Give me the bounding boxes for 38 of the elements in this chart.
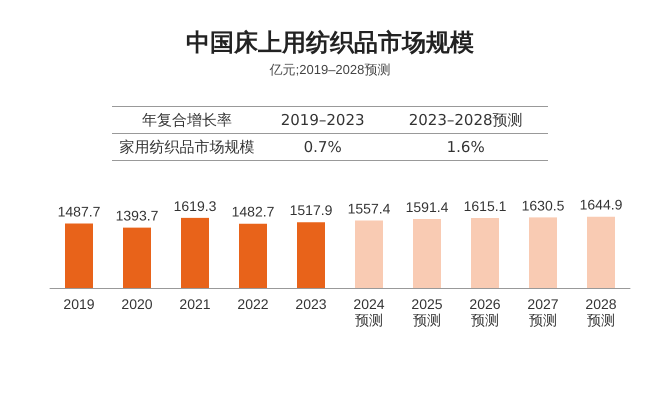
- data-label: 1487.7: [58, 204, 101, 220]
- bar: [239, 224, 267, 288]
- x-tick-label: 2028 预测: [585, 296, 617, 328]
- data-label: 1517.9: [290, 202, 333, 218]
- data-label: 1557.4: [348, 200, 391, 217]
- data-label: 1630.5: [522, 197, 565, 214]
- text: 0.7%: [262, 134, 384, 160]
- data-label: 1393.7: [116, 208, 159, 224]
- text: 2023–2028预测: [383, 106, 548, 134]
- data-label: 1591.4: [406, 199, 449, 216]
- bar: [65, 224, 93, 288]
- bar: [297, 222, 325, 288]
- bar: [181, 218, 209, 288]
- text: 家用纺织品市场规模: [112, 134, 262, 160]
- x-tick-label: 2023: [295, 296, 327, 312]
- bar: [471, 218, 499, 288]
- text: 1.6%: [383, 134, 548, 160]
- x-tick-label: 2027 预测: [527, 296, 559, 328]
- chart-title: 中国床上用纺织品市场规模: [186, 30, 474, 56]
- x-tick-label: 2025 预测: [411, 296, 443, 328]
- chart-subtitle: 亿元;2019–2028预测: [268, 62, 390, 77]
- data-label: 1615.1: [464, 198, 507, 214]
- x-tick-label: 2020: [121, 296, 153, 312]
- bar: [529, 217, 557, 288]
- x-tick-label: 2022: [237, 296, 269, 312]
- data-label: 1482.7: [232, 204, 275, 220]
- text: 年复合增长率: [112, 106, 262, 134]
- bar: [413, 219, 441, 288]
- bar: [355, 220, 383, 288]
- x-tick-label: 2026 预测: [469, 296, 501, 328]
- data-label: 1619.3: [174, 198, 217, 214]
- text: 2019–2023: [262, 106, 384, 134]
- bar: [123, 228, 151, 288]
- data-label: 1644.9: [580, 196, 623, 213]
- x-tick-label: 2021: [179, 296, 211, 312]
- bar: [587, 216, 615, 288]
- x-tick-label: 2024 预测: [353, 296, 385, 328]
- x-tick-label: 2019: [63, 296, 95, 312]
